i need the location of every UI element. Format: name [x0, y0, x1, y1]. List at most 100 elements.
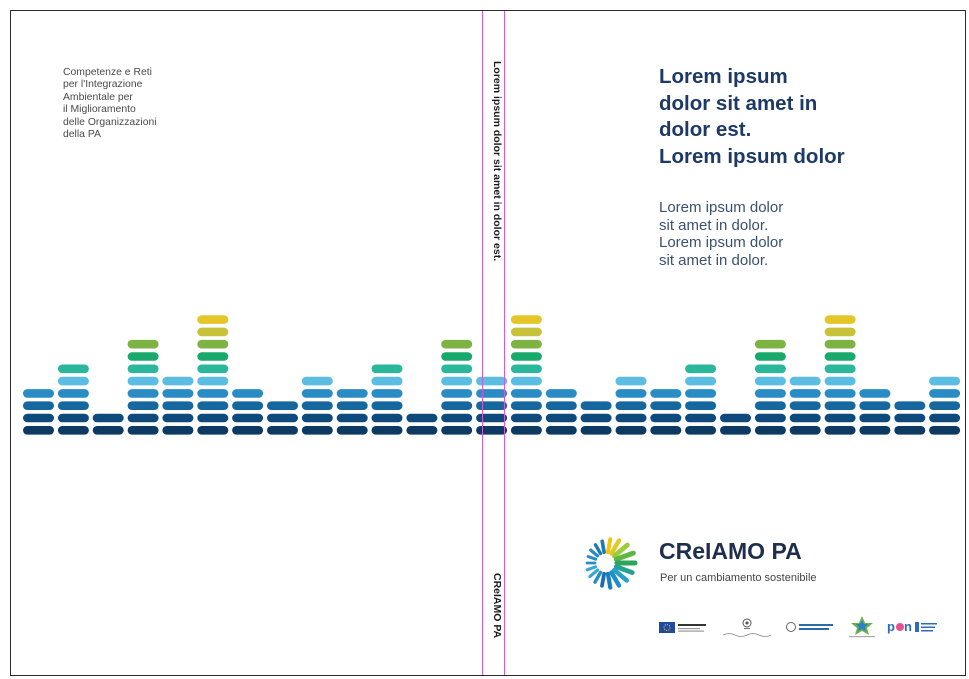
equalizer-segment [754, 426, 786, 435]
equalizer-segment [197, 389, 229, 398]
equalizer-segment [650, 401, 682, 410]
equalizer-segment [824, 413, 856, 423]
equalizer-segment [615, 401, 647, 410]
equalizer-segment [545, 413, 577, 423]
equalizer-segment [23, 401, 54, 410]
equalizer-segment [754, 339, 786, 349]
equalizer-segment [929, 426, 961, 435]
equalizer-segment [127, 352, 159, 361]
equalizer-segment [580, 413, 612, 423]
logo-ray [613, 550, 636, 562]
equalizer-segment [685, 426, 717, 435]
equalizer-segment [685, 401, 717, 410]
equalizer-segment [23, 413, 54, 423]
equalizer-segment [824, 339, 856, 349]
equalizer-segment [824, 389, 856, 398]
equalizer-segment [127, 413, 159, 423]
equalizer-segment [685, 413, 717, 423]
equalizer-segment [650, 426, 682, 435]
equalizer-segment [441, 389, 473, 398]
equalizer-segment [441, 339, 473, 349]
equalizer-segment [754, 364, 786, 374]
cover-subtitle: Lorem ipsum dolor sit amet in dolor. Lor… [659, 199, 783, 269]
equalizer-segment [824, 401, 856, 410]
equalizer-segment [510, 413, 542, 423]
equalizer-segment [197, 401, 229, 410]
subtitle-line: Lorem ipsum dolor [659, 234, 784, 251]
equalizer-segment [859, 389, 891, 398]
equalizer-segment [92, 413, 124, 423]
equalizer-segment [754, 389, 786, 398]
equalizer-segment [371, 426, 403, 435]
headline-line: dolor sit amet in [659, 91, 818, 115]
book-cover-spread: Competenze e Reti per l'Integrazione Amb… [10, 10, 966, 676]
equalizer-segment [406, 413, 438, 423]
brand-name: CReIAMO PA [659, 538, 802, 564]
equalizer-segment [510, 376, 542, 386]
equalizer-segment [127, 339, 159, 349]
equalizer-segment [615, 413, 647, 423]
equalizer-segment [23, 389, 54, 398]
logo-ray [589, 548, 600, 558]
equalizer-segment [894, 413, 926, 423]
back-cover-line: per l'Integrazione [63, 79, 143, 91]
equalizer-segment [127, 364, 159, 374]
eu-flag-logo [659, 621, 711, 633]
equalizer-segment [789, 389, 821, 398]
equalizer-segment [57, 426, 89, 435]
logo-ray [600, 539, 606, 555]
equalizer-segment [754, 352, 786, 361]
logo-ray [605, 571, 613, 590]
equalizer-segment [859, 426, 891, 435]
spine-brand: CReIAMO PA [487, 573, 505, 653]
equalizer-segment [929, 389, 961, 398]
equalizer-segment [371, 401, 403, 410]
equalizer-segment [162, 413, 194, 423]
brand-tagline: Per un cambiamento sostenibile [660, 572, 817, 584]
creiamo-logo-icon [585, 537, 638, 590]
equalizer-segment [441, 413, 473, 423]
equalizer-segment [197, 339, 229, 349]
equalizer-segment [441, 376, 473, 386]
equalizer-segment [720, 413, 751, 423]
back-cover-line: Ambientale per [63, 91, 133, 103]
back-cover-project-name: Competenze e Reti per l'Integrazione Amb… [63, 67, 157, 141]
equalizer-segment [754, 401, 786, 410]
equalizer-segment [476, 426, 508, 435]
equalizer-segment [476, 389, 508, 398]
equalizer-segment [824, 364, 856, 374]
equalizer-segment [197, 315, 229, 324]
equalizer-segment [371, 364, 403, 374]
logo-ray [588, 568, 600, 579]
svg-text:p: p [887, 619, 895, 634]
equalizer-segment [615, 389, 647, 398]
equalizer-segment [929, 376, 961, 386]
back-cover-line: il Miglioramento [63, 104, 136, 116]
equalizer-segment [371, 376, 403, 386]
equalizer-segment [92, 426, 124, 435]
equalizer-segment [789, 376, 821, 386]
equalizer-segment [754, 376, 786, 386]
equalizer-segment [545, 401, 577, 410]
equalizer-segment [824, 352, 856, 361]
equalizer-segment [301, 426, 333, 435]
equalizer-segment [371, 413, 403, 423]
equalizer-segment [232, 401, 264, 410]
equalizer-segment [301, 389, 333, 398]
back-cover-line: delle Organizzazioni [63, 116, 157, 128]
equalizer-segment [197, 376, 229, 386]
star-agency-logo [845, 615, 879, 639]
equalizer-segment [23, 426, 54, 435]
logo-ray [600, 571, 607, 588]
equalizer-segment [406, 426, 438, 435]
equalizer-segment [894, 426, 926, 435]
logo-ray [612, 542, 630, 559]
equalizer-segment [197, 413, 229, 423]
equalizer-segment [197, 426, 229, 435]
subtitle-line: sit amet in dolor. [659, 216, 769, 234]
equalizer-segment [859, 413, 891, 423]
equalizer-segment [232, 389, 264, 398]
equalizer-segment [510, 327, 542, 337]
equalizer-segment [57, 389, 89, 398]
spine-fold-left [482, 11, 483, 675]
